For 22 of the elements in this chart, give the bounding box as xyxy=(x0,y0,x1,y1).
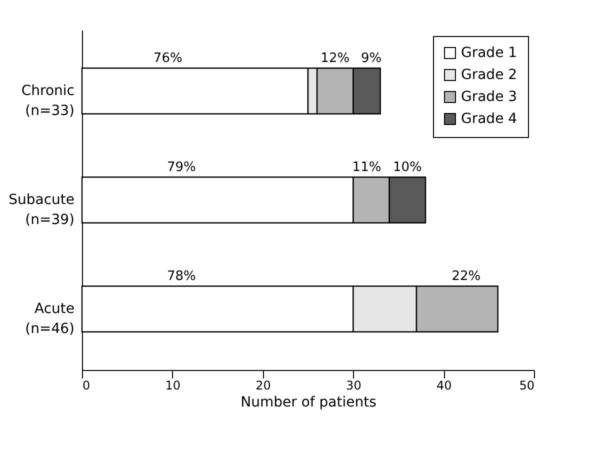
legend-label: Grade 4 xyxy=(461,111,518,127)
y-tick-label: Acute (n=46) xyxy=(25,300,74,337)
x-tick-label: 0 xyxy=(82,378,90,392)
annotation: 11% xyxy=(352,160,382,175)
x-tick-label: 40 xyxy=(436,378,452,392)
x-tick-label: 10 xyxy=(165,378,181,392)
annotation: 12% xyxy=(320,51,350,66)
y-tick-label: Chronic (n=33) xyxy=(21,83,74,120)
legend-label: Grade 1 xyxy=(461,45,518,61)
annotation: 10% xyxy=(392,160,422,175)
x-axis-title: Number of patients xyxy=(240,394,376,410)
x-tick-label: 20 xyxy=(256,378,271,392)
annotation: 22% xyxy=(452,268,481,284)
annotation: 79% xyxy=(166,160,196,175)
x-tick-label: 30 xyxy=(346,378,362,392)
legend-label: Grade 3 xyxy=(461,89,518,105)
x-tick-label: 50 xyxy=(519,378,534,392)
annotation: 78% xyxy=(166,268,196,284)
annotation: 76% xyxy=(153,51,182,66)
legend-label: Grade 2 xyxy=(461,67,518,83)
annotation: 9% xyxy=(360,51,382,66)
y-tick-label: Subacute (n=39) xyxy=(8,192,74,228)
